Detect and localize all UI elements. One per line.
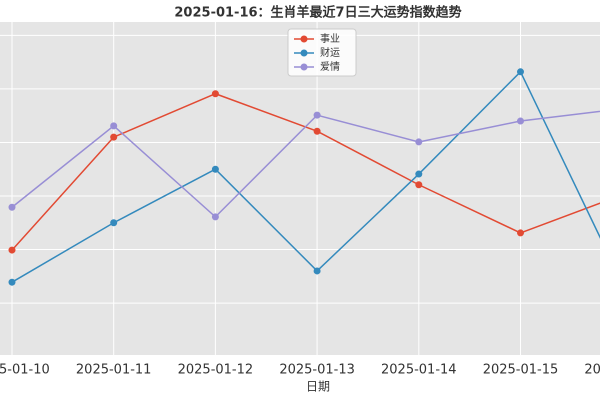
legend-marker bbox=[300, 49, 308, 57]
data-point bbox=[517, 117, 524, 125]
data-point bbox=[415, 138, 423, 146]
data-point bbox=[211, 213, 219, 221]
x-tick-label: 2025-01-15 bbox=[483, 363, 559, 378]
data-point bbox=[517, 68, 524, 76]
x-tick-label: 2025-01-16 bbox=[584, 363, 600, 378]
x-tick-label: 2025-01-10 bbox=[0, 363, 50, 378]
x-tick-label: 2025-01-12 bbox=[178, 363, 254, 378]
data-point bbox=[110, 133, 118, 141]
legend-marker bbox=[300, 63, 308, 71]
data-point bbox=[313, 267, 321, 275]
legend-label: 财运 bbox=[320, 46, 340, 59]
x-axis-label: 日期 bbox=[306, 380, 330, 394]
data-point bbox=[8, 203, 16, 211]
data-point bbox=[517, 229, 524, 237]
x-tick-label: 2025-01-11 bbox=[76, 363, 152, 378]
plot-area bbox=[0, 22, 600, 355]
data-point bbox=[110, 122, 118, 130]
data-point bbox=[211, 165, 219, 173]
legend-marker bbox=[300, 35, 308, 43]
x-tick-label: 2025-01-13 bbox=[279, 363, 355, 378]
chart-title: 2025-01-16：生肖羊最近7日三大运势指数趋势 bbox=[174, 5, 461, 21]
data-point bbox=[211, 90, 219, 98]
x-tick-label: 2025-01-14 bbox=[381, 363, 457, 378]
legend-label: 爱情 bbox=[320, 60, 340, 73]
data-point bbox=[110, 219, 118, 227]
data-point bbox=[313, 127, 321, 135]
data-point bbox=[415, 181, 423, 189]
data-point bbox=[313, 111, 321, 119]
data-point bbox=[8, 246, 16, 254]
data-point bbox=[415, 170, 423, 178]
legend-label: 事业 bbox=[320, 32, 340, 45]
data-point bbox=[8, 278, 16, 286]
